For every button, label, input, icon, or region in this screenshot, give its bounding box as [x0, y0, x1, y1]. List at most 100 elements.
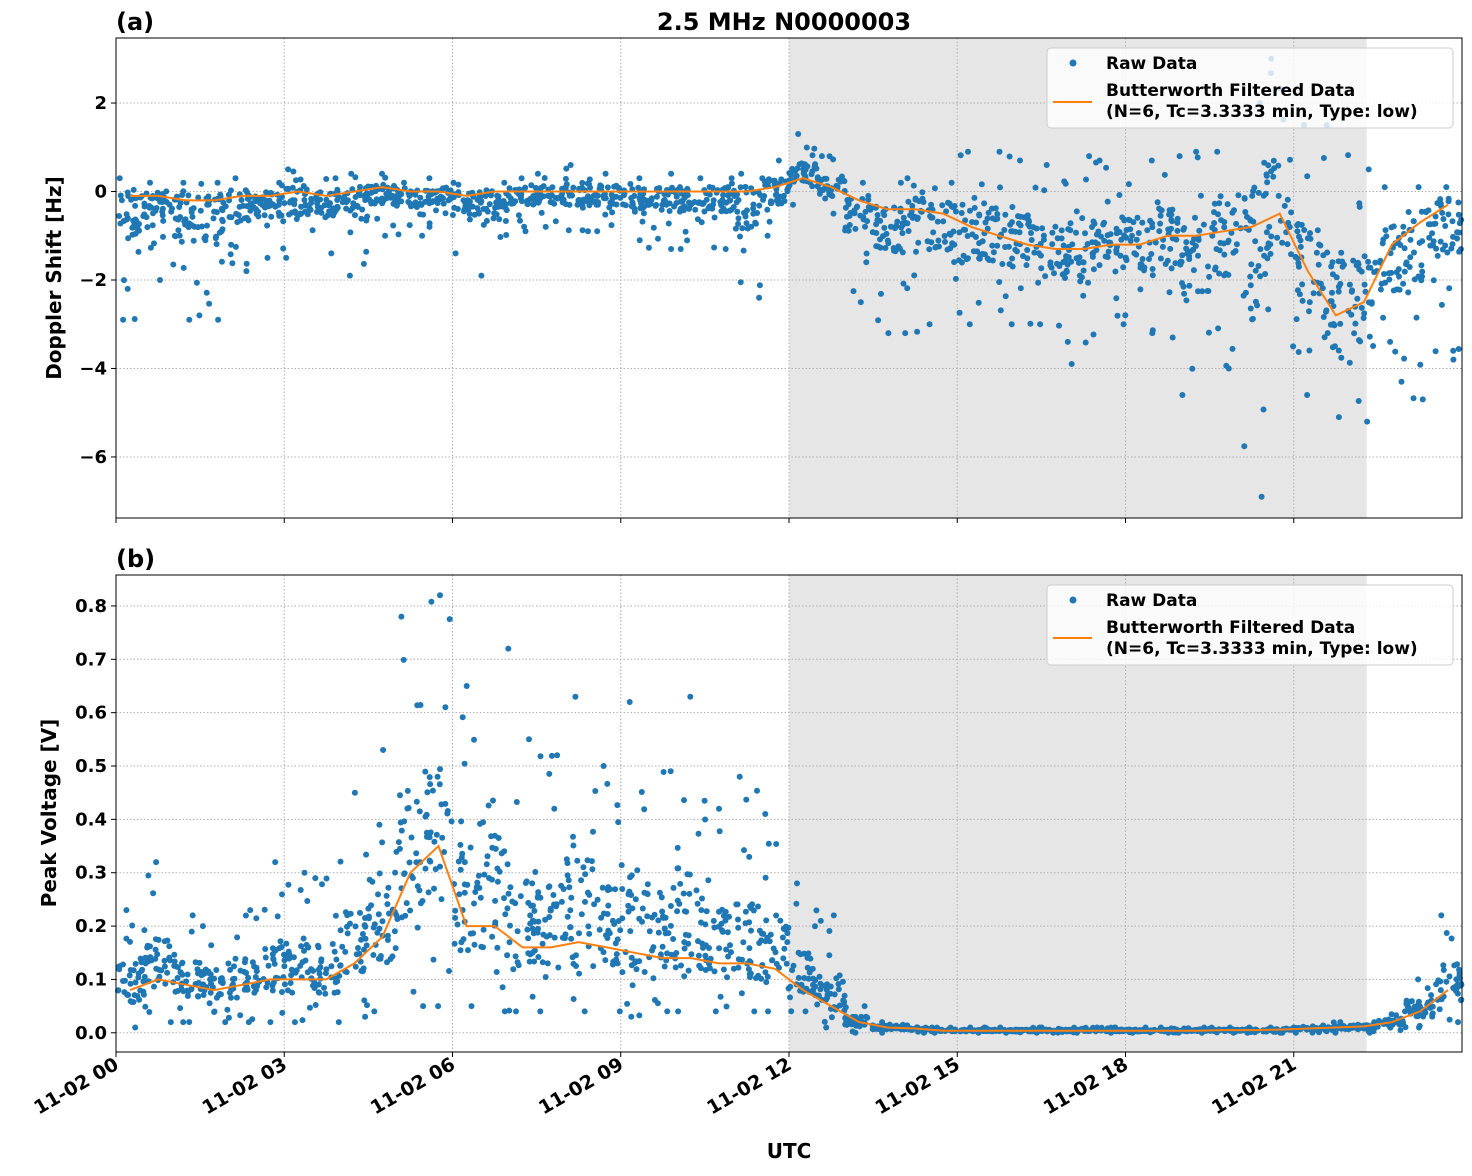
raw-data-point [619, 969, 626, 976]
raw-data-point [177, 1005, 184, 1012]
raw-data-point [501, 895, 507, 902]
raw-data-point [686, 205, 692, 212]
raw-data-point [1356, 337, 1362, 344]
raw-data-point [1262, 190, 1269, 197]
raw-data-point [1215, 325, 1222, 332]
raw-data-point [471, 941, 478, 948]
raw-data-point [658, 206, 665, 213]
raw-data-point [264, 222, 271, 229]
raw-data-point [1101, 237, 1108, 244]
raw-data-point [351, 212, 358, 219]
raw-data-point [546, 883, 553, 890]
raw-data-point [742, 183, 749, 190]
raw-data-point [628, 195, 635, 201]
raw-data-point [803, 144, 810, 151]
x-tick-label: 11-02 21 [1208, 1053, 1300, 1119]
raw-data-point [204, 201, 211, 208]
raw-data-point [1268, 168, 1275, 175]
raw-data-point [1090, 218, 1097, 225]
raw-data-point [710, 197, 717, 204]
raw-data-point [323, 875, 330, 882]
raw-data-point [416, 887, 423, 894]
raw-data-point [210, 215, 217, 222]
raw-data-point [340, 195, 347, 202]
raw-data-point [1024, 255, 1031, 262]
raw-data-point [743, 220, 750, 227]
raw-data-point [156, 973, 163, 980]
raw-data-point [431, 885, 437, 892]
raw-data-point [790, 201, 796, 208]
raw-data-point [612, 886, 619, 893]
raw-data-point [542, 974, 549, 980]
raw-data-point [431, 838, 438, 845]
raw-data-point [1223, 362, 1230, 369]
raw-data-point [1284, 241, 1291, 248]
raw-data-point [1204, 288, 1211, 294]
raw-data-point [1448, 935, 1455, 942]
raw-data-point [1294, 255, 1301, 262]
raw-data-point [646, 928, 653, 935]
raw-data-point [1323, 1028, 1330, 1035]
raw-data-point [650, 944, 657, 951]
raw-data-point [464, 202, 471, 209]
raw-data-point [1390, 287, 1397, 294]
raw-data-point [1056, 322, 1062, 329]
raw-data-point [838, 173, 845, 180]
raw-data-point [680, 890, 687, 897]
raw-data-point [137, 955, 144, 962]
raw-data-point [454, 921, 461, 928]
raw-data-point [1217, 193, 1224, 200]
raw-data-point [904, 220, 911, 227]
raw-data-point [469, 203, 476, 210]
raw-data-point [268, 213, 275, 220]
raw-data-point [619, 886, 626, 892]
y-tick-label: −2 [79, 270, 107, 291]
raw-data-point [788, 1008, 795, 1015]
raw-data-point [203, 289, 210, 296]
raw-data-point [1157, 220, 1164, 227]
raw-data-point [339, 943, 346, 950]
raw-data-point [1067, 220, 1074, 227]
raw-data-point [1082, 230, 1088, 237]
raw-data-point [343, 205, 350, 212]
raw-data-point [1134, 214, 1141, 221]
raw-data-point [121, 989, 128, 996]
raw-data-point [941, 233, 948, 239]
raw-data-point [179, 971, 186, 978]
raw-data-point [375, 911, 382, 918]
x-tick-label: 11-02 09 [535, 1053, 627, 1119]
raw-data-point [857, 212, 864, 219]
raw-data-point [227, 251, 234, 258]
raw-data-point [1174, 227, 1181, 234]
raw-data-point [576, 970, 583, 977]
raw-data-point [371, 1008, 378, 1015]
raw-data-point [1162, 261, 1169, 267]
raw-data-point [218, 975, 225, 982]
raw-data-point [764, 973, 771, 980]
raw-data-point [629, 982, 636, 989]
raw-data-point [605, 902, 612, 909]
raw-data-point [1148, 251, 1155, 257]
raw-data-point [1192, 243, 1199, 249]
raw-data-point [677, 198, 684, 205]
raw-data-point [188, 209, 195, 216]
raw-data-point [583, 198, 590, 205]
raw-data-point [780, 955, 787, 962]
raw-data-point [958, 210, 965, 216]
raw-data-point [1169, 206, 1176, 213]
raw-data-point [681, 939, 688, 946]
y-tick-label: 0.7 [75, 649, 107, 670]
raw-data-point [915, 239, 922, 246]
raw-data-point [518, 198, 525, 205]
raw-data-point [180, 188, 187, 195]
x-tick-label: 11-02 12 [703, 1053, 795, 1119]
raw-data-point [527, 920, 534, 927]
raw-data-point [1438, 996, 1445, 1003]
raw-data-point [398, 198, 405, 205]
raw-data-point [1361, 281, 1368, 288]
raw-data-point [116, 213, 123, 219]
raw-data-point [323, 966, 330, 973]
y-tick-label: 0.8 [75, 596, 107, 617]
raw-data-point [822, 195, 829, 202]
raw-data-point [1180, 226, 1187, 233]
